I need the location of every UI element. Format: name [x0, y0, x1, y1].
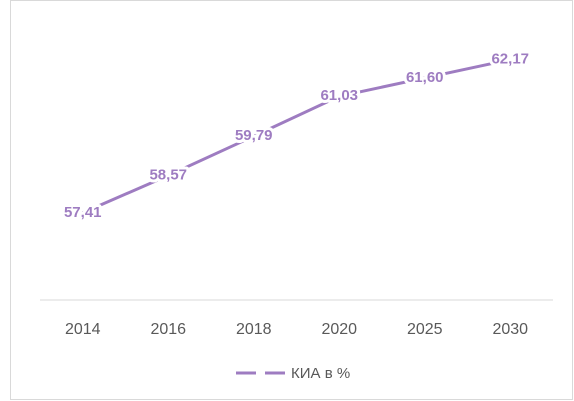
x-tick-label: 2014: [65, 321, 101, 338]
value-label: 61,60: [406, 69, 444, 86]
x-tick-label: 2016: [150, 321, 186, 338]
value-label: 59,79: [235, 127, 273, 144]
x-tick-label: 2020: [321, 321, 357, 338]
value-label: 62,17: [491, 51, 529, 68]
x-tick-label: 2018: [236, 321, 272, 338]
data-line: [82, 58, 511, 215]
value-label: 61,03: [320, 87, 358, 104]
value-label: 58,57: [149, 166, 187, 183]
legend-label: КИА в %: [291, 365, 350, 382]
chart-frame: [10, 0, 573, 400]
x-tick-label: 2025: [407, 321, 443, 338]
x-tick-label: 2030: [492, 321, 528, 338]
value-label: 57,41: [64, 204, 102, 221]
